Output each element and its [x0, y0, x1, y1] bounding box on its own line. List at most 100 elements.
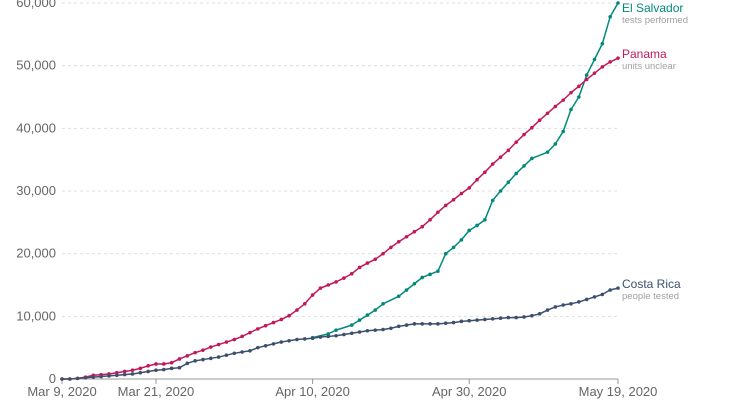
data-point — [201, 348, 205, 352]
data-point — [318, 335, 323, 339]
data-point — [522, 132, 526, 137]
data-point — [616, 56, 620, 60]
data-point — [107, 374, 111, 378]
data-point — [342, 276, 346, 280]
data-point — [130, 372, 135, 376]
data-point — [154, 362, 158, 366]
y-tick-label: 40,000 — [16, 120, 56, 135]
data-point — [412, 322, 417, 326]
data-point — [396, 324, 401, 329]
data-point — [177, 365, 182, 370]
y-tick-label: 50,000 — [16, 58, 56, 73]
data-point — [436, 322, 440, 326]
data-point — [326, 283, 331, 287]
data-point — [467, 228, 472, 233]
data-point — [592, 295, 597, 299]
y-tick-label: 60,000 — [16, 0, 56, 10]
data-point — [592, 57, 597, 62]
data-point — [584, 73, 589, 77]
data-point — [302, 302, 307, 306]
data-point — [459, 319, 464, 324]
data-point — [498, 189, 503, 193]
data-point — [349, 331, 354, 336]
data-point — [99, 374, 103, 379]
data-point — [130, 368, 135, 373]
data-point — [146, 369, 150, 374]
data-point — [428, 272, 432, 277]
data-point — [349, 271, 354, 276]
data-point — [224, 340, 229, 344]
data-point — [138, 366, 143, 371]
data-point — [553, 104, 558, 109]
data-point — [248, 330, 252, 335]
data-point — [396, 294, 401, 299]
data-point — [373, 257, 378, 262]
series-line — [62, 287, 619, 380]
data-point — [498, 155, 503, 159]
y-tick-label: 30,000 — [16, 183, 56, 198]
series-note-label: tests performed — [622, 15, 688, 26]
data-point — [451, 245, 456, 250]
data-point — [584, 297, 589, 302]
data-point — [185, 361, 190, 366]
data-point — [412, 229, 417, 234]
data-point — [302, 337, 307, 341]
data-point — [475, 318, 479, 322]
data-point — [451, 320, 456, 325]
data-point — [389, 245, 393, 250]
data-point — [365, 261, 370, 265]
data-point — [279, 340, 284, 344]
data-point — [577, 300, 581, 304]
data-point — [381, 302, 385, 306]
data-point — [530, 125, 534, 130]
data-point — [451, 197, 456, 202]
data-point — [506, 148, 511, 153]
data-point — [600, 65, 605, 69]
data-point — [373, 328, 378, 332]
series-note-label: units unclear — [622, 61, 676, 72]
data-point — [490, 198, 495, 203]
data-point — [561, 98, 565, 102]
data-point — [553, 305, 558, 309]
data-point — [115, 373, 119, 378]
data-point — [169, 360, 174, 365]
data-point — [530, 313, 534, 318]
data-point — [185, 354, 190, 358]
data-point — [428, 322, 432, 326]
series-name-label: Panama — [622, 47, 667, 61]
data-point — [522, 164, 526, 168]
data-point — [373, 308, 378, 312]
data-point — [68, 377, 72, 381]
data-point — [232, 337, 237, 342]
data-point — [498, 316, 503, 321]
data-point — [608, 288, 612, 292]
x-tick-label: May 19, 2020 — [579, 384, 658, 399]
data-point — [600, 41, 605, 46]
data-point — [365, 313, 370, 317]
data-point — [459, 238, 464, 242]
data-point — [162, 362, 166, 366]
series-panama — [60, 56, 620, 381]
data-point — [436, 269, 440, 274]
data-point — [608, 60, 612, 64]
data-point — [436, 210, 440, 215]
series-el-salvador — [310, 1, 620, 340]
data-point — [490, 317, 495, 321]
data-point — [263, 323, 268, 328]
series-costa-rica — [60, 286, 620, 381]
data-point — [342, 332, 346, 337]
y-tick-label: 20,000 — [16, 246, 56, 261]
data-point — [561, 129, 565, 134]
data-point — [240, 350, 244, 354]
data-point — [530, 156, 534, 161]
data-point — [577, 84, 581, 89]
data-point — [545, 111, 550, 116]
data-point — [208, 356, 213, 361]
data-point — [310, 293, 315, 297]
data-point — [232, 351, 237, 356]
data-point — [553, 142, 558, 146]
data-point — [396, 239, 401, 244]
data-point — [310, 336, 315, 341]
data-point — [83, 375, 88, 380]
